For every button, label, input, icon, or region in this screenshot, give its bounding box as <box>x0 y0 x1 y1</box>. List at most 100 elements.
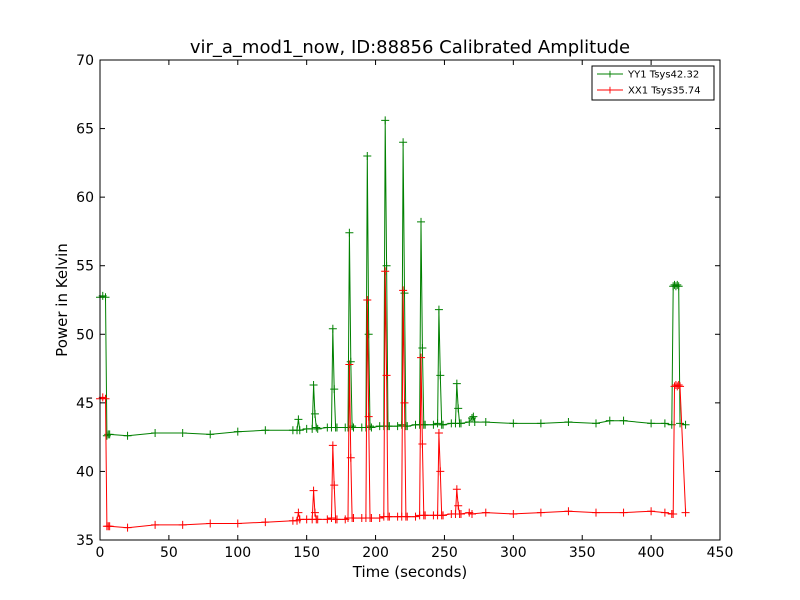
data-point <box>364 412 373 421</box>
data-point <box>363 152 372 160</box>
data-point <box>345 228 354 237</box>
data-point <box>452 379 461 388</box>
x-tick-label: 450 <box>707 545 734 561</box>
data-point <box>418 344 427 352</box>
data-point <box>399 286 408 295</box>
legend-label-xx1: XX1 Tsys35.74 <box>628 86 701 97</box>
data-point <box>101 293 110 302</box>
data-point <box>123 431 132 440</box>
data-point <box>151 520 160 529</box>
x-tick-label: 0 <box>96 545 105 561</box>
data-point <box>366 422 375 431</box>
data-point <box>381 267 390 276</box>
data-point <box>367 514 376 523</box>
data-point <box>454 404 463 413</box>
data-point <box>421 511 430 520</box>
data-point <box>681 508 690 517</box>
data-point <box>381 116 390 125</box>
data-point <box>468 413 476 422</box>
data-point <box>536 508 545 517</box>
legend: + YY1 Tsys42.32 + XX1 Tsys35.74 <box>591 65 715 101</box>
y-tick-label: 40 <box>76 464 94 480</box>
data-point <box>660 419 669 428</box>
data-point <box>382 371 391 380</box>
data-point <box>619 416 628 425</box>
legend-box <box>591 65 715 101</box>
data-point <box>660 508 669 517</box>
data-point <box>313 515 322 524</box>
data-point <box>469 412 478 421</box>
x-tick-label: 300 <box>500 545 527 561</box>
y-tick-label: 45 <box>76 396 94 412</box>
data-point <box>349 514 358 523</box>
data-point <box>330 481 339 490</box>
data-point <box>393 422 402 431</box>
data-point <box>382 261 391 270</box>
data-point <box>330 385 339 394</box>
data-point <box>509 419 518 428</box>
x-tick-label: 200 <box>362 545 389 561</box>
data-point <box>564 418 573 427</box>
data-point <box>295 515 304 524</box>
legend-marker-yy1: + <box>605 68 614 81</box>
data-point <box>294 508 303 517</box>
x-tick-label: 400 <box>638 545 665 561</box>
series-layer <box>96 116 690 532</box>
data-point <box>363 296 372 304</box>
data-point <box>233 427 242 436</box>
data-point <box>123 523 132 532</box>
data-point <box>647 507 656 516</box>
data-point <box>385 512 394 521</box>
data-point <box>647 419 656 428</box>
data-point <box>328 441 337 450</box>
x-tick-label: 250 <box>431 545 458 561</box>
data-point <box>456 509 465 518</box>
data-point <box>673 280 682 289</box>
data-point <box>619 508 628 517</box>
data-point <box>456 419 465 428</box>
data-point <box>364 330 373 339</box>
data-point <box>439 420 448 429</box>
data-point <box>310 508 319 517</box>
data-point <box>294 415 303 424</box>
series-yy1 <box>96 116 690 440</box>
data-point <box>564 507 573 516</box>
data-point <box>481 508 490 517</box>
data-point <box>536 419 545 428</box>
data-point <box>433 419 442 428</box>
data-point <box>345 360 354 369</box>
y-axis-label: Power in Kelvin <box>53 243 71 357</box>
data-point <box>261 518 270 527</box>
y-tick-label: 55 <box>76 259 94 275</box>
data-point <box>233 519 242 528</box>
data-point <box>101 394 110 403</box>
data-point <box>454 501 463 510</box>
data-point <box>676 419 685 428</box>
x-tick-label: 150 <box>293 545 320 561</box>
chart-title: vir_a_mod1_now, ID:88856 Calibrated Ampl… <box>190 37 630 58</box>
data-point <box>313 424 322 433</box>
plot-area <box>100 60 720 540</box>
data-point <box>509 509 518 518</box>
data-point <box>400 398 409 407</box>
x-axis: 0 50 100 150 200 250 300 350 400 450 <box>96 60 734 561</box>
data-point <box>332 423 341 432</box>
data-point <box>261 426 270 435</box>
plot-frame <box>99 59 721 541</box>
data-point <box>605 416 614 425</box>
data-point <box>327 514 336 523</box>
data-point <box>295 426 304 435</box>
y-tick-label: 70 <box>76 53 94 69</box>
data-point <box>375 514 384 523</box>
data-point <box>429 420 438 429</box>
series-xx1 <box>96 267 690 532</box>
data-point <box>470 418 479 427</box>
data-point <box>399 138 408 147</box>
data-point <box>676 382 685 391</box>
data-point <box>417 353 426 362</box>
data-point <box>674 282 683 291</box>
y-axis: 35 40 45 50 55 60 65 70 <box>76 53 720 549</box>
data-point <box>310 409 319 418</box>
legend-marker-xx1: + <box>605 84 614 97</box>
